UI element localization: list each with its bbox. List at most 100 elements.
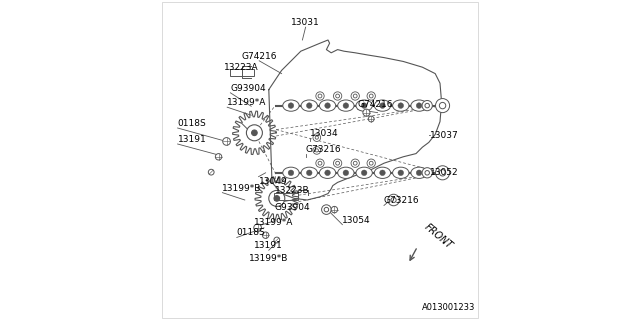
Ellipse shape [338,167,354,179]
Circle shape [307,103,312,108]
Circle shape [313,147,321,154]
Circle shape [215,154,222,160]
Circle shape [425,103,429,108]
Text: 13191: 13191 [178,135,206,144]
Circle shape [351,159,360,167]
Circle shape [440,170,445,176]
Circle shape [254,224,262,232]
Ellipse shape [319,100,336,111]
Text: G93904: G93904 [275,203,310,212]
Ellipse shape [338,100,354,111]
Circle shape [262,232,269,238]
Text: 13199*A: 13199*A [254,218,294,227]
Circle shape [343,103,349,108]
Circle shape [313,134,321,141]
Circle shape [435,166,450,180]
Circle shape [398,103,404,108]
Circle shape [353,94,357,98]
Circle shape [316,159,324,167]
Text: 13037: 13037 [430,131,459,140]
Circle shape [367,92,376,100]
Circle shape [321,205,332,214]
Circle shape [380,170,385,176]
Ellipse shape [392,100,409,111]
Circle shape [440,102,445,109]
Text: 13199*B: 13199*B [223,184,262,193]
Circle shape [336,161,340,165]
Circle shape [398,170,404,176]
Bar [274,193,298,200]
Text: 13223B: 13223B [275,186,309,195]
Circle shape [333,159,342,167]
Circle shape [318,161,322,165]
Text: 13199*A: 13199*A [227,98,267,107]
Text: 13054: 13054 [342,216,371,225]
Circle shape [324,170,330,176]
Circle shape [246,125,262,141]
Ellipse shape [411,100,428,111]
Text: A013001233: A013001233 [422,303,475,312]
Text: 13031: 13031 [291,18,320,27]
Circle shape [367,159,376,167]
Circle shape [362,170,367,176]
Text: G73216: G73216 [306,145,341,154]
Ellipse shape [301,167,317,179]
Text: 0118S: 0118S [237,228,266,237]
Circle shape [388,194,399,206]
Circle shape [288,103,294,108]
Circle shape [223,138,230,145]
Circle shape [332,206,338,213]
Circle shape [274,196,280,201]
Text: FRONT: FRONT [422,222,454,251]
Circle shape [422,100,433,111]
Text: 13223A: 13223A [224,63,259,72]
Circle shape [416,103,422,108]
Circle shape [307,170,312,176]
Circle shape [353,161,357,165]
Circle shape [425,171,429,175]
Circle shape [269,190,285,206]
Ellipse shape [283,167,299,179]
Circle shape [363,109,370,116]
Circle shape [316,92,324,100]
Circle shape [315,149,319,152]
Text: 13049: 13049 [259,177,287,186]
Text: G73216: G73216 [384,196,420,205]
Text: 13199*B: 13199*B [249,254,289,263]
Text: G74216: G74216 [241,52,277,61]
Text: G93904: G93904 [230,84,266,93]
Circle shape [391,197,396,203]
Ellipse shape [283,100,299,111]
Circle shape [336,94,340,98]
Circle shape [274,237,280,243]
Circle shape [315,136,319,139]
Text: 13052: 13052 [430,168,459,177]
Circle shape [435,99,450,113]
Circle shape [416,170,422,176]
Ellipse shape [356,100,372,111]
Ellipse shape [411,167,428,179]
Ellipse shape [392,167,409,179]
Circle shape [343,170,349,176]
Circle shape [369,161,373,165]
Circle shape [288,170,294,176]
Circle shape [369,116,374,122]
Circle shape [324,103,330,108]
Ellipse shape [374,100,390,111]
Circle shape [252,130,257,136]
Text: 13191: 13191 [255,241,283,250]
Circle shape [333,92,342,100]
Circle shape [351,92,360,100]
Circle shape [362,103,367,108]
Ellipse shape [319,167,336,179]
Text: 13034: 13034 [310,129,339,138]
Circle shape [380,103,385,108]
Ellipse shape [356,167,372,179]
Circle shape [369,94,373,98]
Circle shape [324,207,329,212]
Circle shape [209,169,214,175]
Circle shape [422,168,433,178]
Text: G74216: G74216 [358,100,393,109]
Text: 0118S: 0118S [178,119,206,128]
Bar [230,69,253,76]
